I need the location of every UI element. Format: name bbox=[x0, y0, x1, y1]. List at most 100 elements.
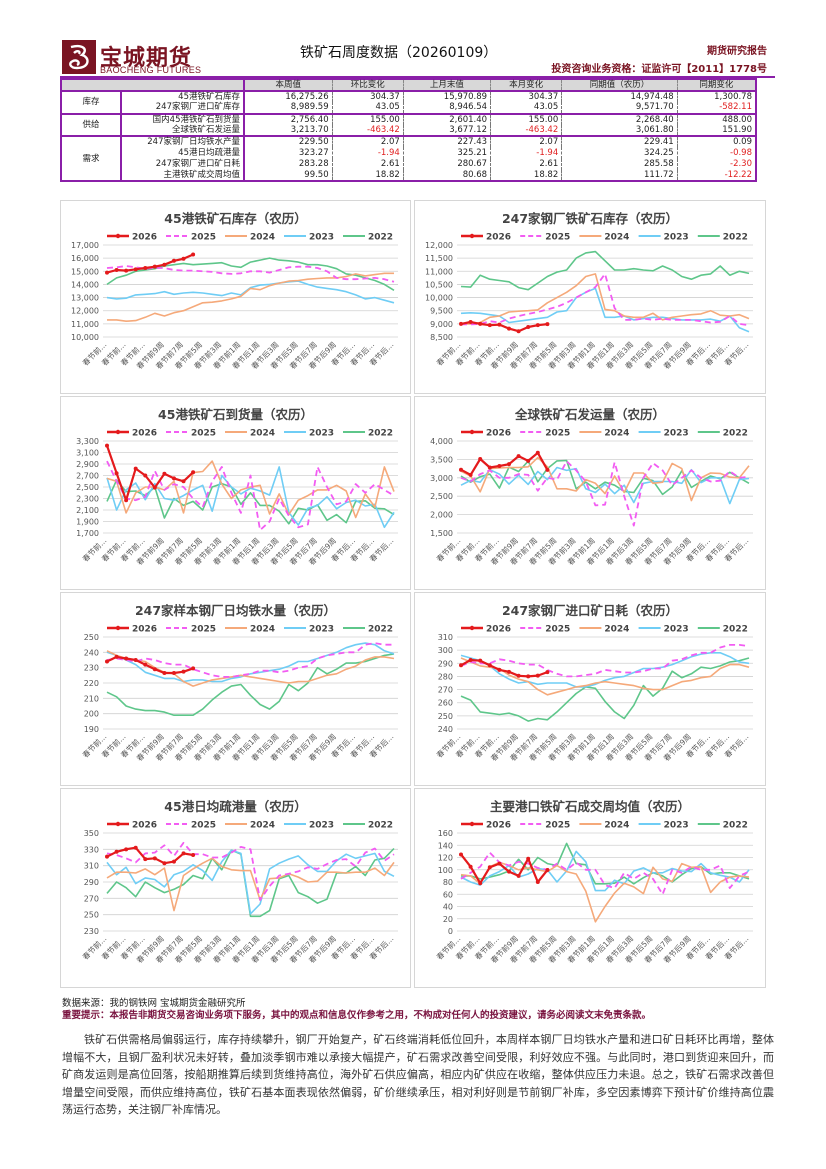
legend-label: 2023 bbox=[664, 625, 689, 635]
y-tick-label: 3,000 bbox=[430, 474, 453, 483]
value-cell: 2.61 bbox=[490, 158, 563, 171]
value-cell: 80.68 bbox=[402, 170, 492, 183]
data-point-2026 bbox=[478, 881, 483, 886]
series-line-2026 bbox=[106, 846, 194, 865]
y-tick-label: 210 bbox=[84, 694, 99, 703]
y-tick-label: 0 bbox=[448, 927, 453, 936]
chart-title: 45港日均疏港量（农历） bbox=[164, 799, 306, 814]
y-tick-label: 11,000 bbox=[71, 320, 99, 329]
series-line-2025 bbox=[460, 460, 750, 527]
series-line-2025 bbox=[460, 851, 750, 896]
y-tick-label: 60 bbox=[443, 890, 453, 899]
legend-label: 2024 bbox=[604, 625, 629, 635]
table-row: 全球铁矿石发运量 3,213.70 -463.42 3,677.12 -463.42 3,… bbox=[61, 124, 757, 137]
value-cell: -1.94 bbox=[490, 147, 563, 159]
series-line-2022 bbox=[106, 653, 395, 716]
series-line-2024 bbox=[107, 272, 394, 322]
legend-label: 2024 bbox=[604, 821, 629, 831]
summary-table: 本周值 环比变化 上月末值 本月变化 同期值（农历） 同期变化 库存 45港铁矿石… bbox=[60, 78, 757, 183]
series-line-2024 bbox=[106, 460, 395, 519]
data-point-2026 bbox=[535, 450, 540, 455]
value-cell: 155.00 bbox=[490, 112, 563, 125]
y-tick-label: 17,000 bbox=[71, 241, 99, 250]
table-row: 主港铁矿成交周均值 99.50 18.82 80.68 18.82 111.72 -12.2… bbox=[61, 170, 757, 183]
value-cell: 18.82 bbox=[331, 170, 404, 183]
data-point-2026 bbox=[545, 670, 550, 675]
item-label: 45港铁矿石库存 bbox=[120, 89, 245, 103]
table-header-blank bbox=[60, 78, 245, 92]
group-label: 库存 bbox=[60, 90, 122, 115]
legend-label: 2024 bbox=[250, 429, 275, 439]
data-point-2026 bbox=[162, 262, 167, 267]
data-point-2026 bbox=[191, 252, 196, 257]
value-cell: 323.27 bbox=[243, 147, 333, 159]
y-tick-label: 120 bbox=[438, 854, 453, 863]
data-point-2026 bbox=[507, 669, 511, 674]
series-line-2022 bbox=[106, 257, 395, 291]
y-tick-label: 20 bbox=[443, 915, 453, 924]
value-cell: 2.07 bbox=[331, 135, 404, 148]
y-tick-label: 2,500 bbox=[76, 483, 99, 492]
col-header: 上月末值 bbox=[402, 78, 492, 92]
col-header: 本周值 bbox=[243, 78, 333, 92]
analysis-paragraph: 铁矿石供需格局偏弱运行，库存持续攀升，钢厂开始复产，矿石终端消耗低位回升，本周样… bbox=[62, 1033, 774, 1117]
legend-marker-2026 bbox=[469, 821, 475, 827]
logo-text-en: BAOCHENG FUTURES bbox=[100, 65, 202, 75]
item-label: 247家钢厂日均铁水产量 bbox=[120, 135, 245, 148]
series-line-2026 bbox=[460, 658, 548, 678]
logo-text-cn: 宝城期货 bbox=[100, 45, 193, 71]
chart-port-inventory: 45港铁矿石库存（农历） 10,000 11,000 12,000 13,000 14,0… bbox=[60, 200, 411, 394]
y-tick-label: 10,500 bbox=[425, 280, 453, 289]
data-point-2026 bbox=[507, 326, 511, 331]
data-point-2026 bbox=[545, 868, 550, 873]
col-header: 环比变化 bbox=[331, 78, 404, 92]
y-tick-label: 100 bbox=[438, 866, 453, 875]
data-point-2026 bbox=[133, 845, 138, 850]
data-point-2026 bbox=[459, 852, 463, 857]
data-point-2026 bbox=[487, 865, 492, 870]
series-line-2025 bbox=[106, 460, 395, 532]
data-point-2026 bbox=[162, 671, 167, 676]
legend-label: 2023 bbox=[664, 821, 689, 831]
value-cell: 111.72 bbox=[561, 170, 678, 183]
legend-label: 2023 bbox=[664, 233, 689, 243]
data-point-2026 bbox=[133, 658, 138, 662]
data-point-2026 bbox=[459, 663, 463, 668]
legend-label: 2022 bbox=[723, 625, 748, 635]
y-tick-label: 200 bbox=[84, 710, 99, 719]
series-line-2022 bbox=[460, 657, 750, 722]
series-line-2026 bbox=[460, 320, 548, 333]
value-cell: 43.05 bbox=[331, 102, 404, 114]
legend-label: 2025 bbox=[545, 625, 570, 635]
y-tick-label: 2,700 bbox=[76, 472, 99, 481]
data-point-2026 bbox=[191, 470, 196, 475]
legend-label: 2022 bbox=[723, 429, 748, 439]
data-point-2026 bbox=[487, 663, 492, 668]
value-cell: 324.25 bbox=[561, 147, 678, 159]
legend-marker-2026 bbox=[469, 429, 475, 435]
data-point-2026 bbox=[124, 268, 129, 273]
col-header: 同期值（农历） bbox=[561, 78, 678, 92]
y-tick-label: 2,500 bbox=[430, 492, 453, 501]
legend-label: 2026 bbox=[132, 233, 157, 243]
value-cell: 2.61 bbox=[331, 158, 404, 171]
value-cell: 2,756.40 bbox=[243, 112, 333, 125]
legend-marker-2026 bbox=[115, 821, 121, 827]
legend-label: 2022 bbox=[368, 233, 393, 243]
series-line-2024 bbox=[106, 650, 395, 687]
data-point-2026 bbox=[114, 471, 119, 476]
data-point-2026 bbox=[143, 662, 148, 667]
table-row: 需求 247家钢厂日均铁水产量 229.50 2.07 227.43 2.07 229.41… bbox=[60, 135, 757, 183]
y-tick-label: 9,500 bbox=[430, 307, 453, 316]
value-cell: 0.09 bbox=[676, 135, 757, 148]
value-cell: 16,275.26 bbox=[243, 89, 333, 103]
series-line-2023 bbox=[106, 466, 395, 529]
data-point-2026 bbox=[105, 659, 109, 664]
data-point-2026 bbox=[143, 266, 148, 270]
y-tick-label: 160 bbox=[438, 829, 453, 838]
value-cell: 280.67 bbox=[402, 158, 492, 171]
legend-label: 2026 bbox=[486, 625, 511, 635]
legend-label: 2025 bbox=[545, 821, 570, 831]
legend-label: 2023 bbox=[309, 429, 334, 439]
data-point-2026 bbox=[181, 256, 186, 261]
